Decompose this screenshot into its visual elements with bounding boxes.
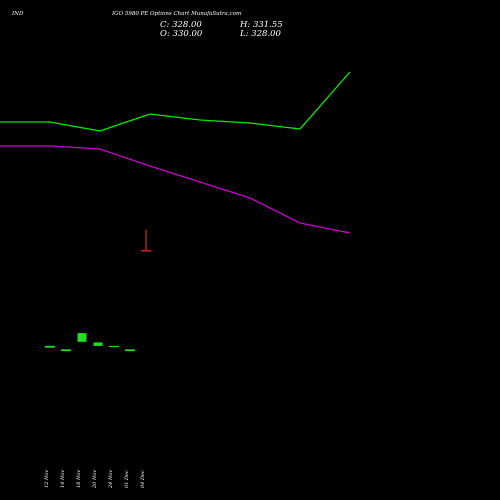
x-tick-label: 20 Nov — [92, 470, 98, 489]
high-value: H: 331.55 — [239, 20, 283, 30]
open-value: O: 330.00 — [160, 29, 203, 39]
x-tick-label: 18 Nov — [76, 470, 82, 488]
x-tick-label: 01 Dec — [124, 470, 130, 488]
chart-title: IGO 5980 PE Options Chart MunafaSutra.co… — [111, 11, 241, 17]
candle-body — [45, 345, 55, 348]
candle-body — [61, 349, 71, 352]
candle-body — [125, 349, 135, 352]
low-value: L: 328.00 — [239, 29, 282, 39]
x-axis-ticks: 12 Nov 14 Nov 18 Nov 20 Nov 24 Nov 01 Dec 04 D… — [44, 470, 146, 489]
upper-band-line — [0, 71, 351, 132]
candles-group — [45, 229, 151, 352]
x-tick-label: 12 Nov — [44, 470, 50, 488]
candle-body — [109, 345, 119, 348]
chart-ticker: IND — [11, 11, 24, 17]
x-tick-label: 24 Nov — [108, 470, 114, 489]
candle-body — [141, 250, 151, 252]
candle-body — [77, 333, 87, 342]
lower-band-line — [0, 145, 351, 234]
x-tick-label: 04 Dec — [140, 470, 146, 488]
candle-body — [93, 342, 103, 346]
close-value: C: 328.00 — [160, 20, 202, 30]
x-tick-label: 14 Nov — [60, 470, 66, 488]
